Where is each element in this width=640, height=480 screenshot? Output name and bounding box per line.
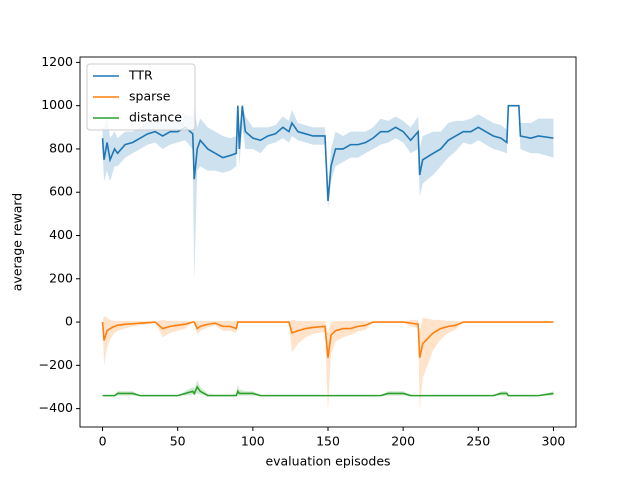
y-tick-label: 600 (49, 184, 73, 199)
x-tick-label: 150 (316, 434, 340, 449)
x-tick-label: 250 (466, 434, 490, 449)
x-tick-label: 200 (391, 434, 415, 449)
x-tick-label: 0 (99, 434, 107, 449)
legend-box (86, 63, 196, 131)
y-axis-label: average reward (10, 193, 25, 291)
y-tick-label: 0 (65, 314, 73, 329)
line (101, 104, 554, 201)
x-axis-label: evaluation episodes (265, 454, 390, 469)
x-tick-label: 50 (170, 434, 186, 449)
band (102, 315, 554, 411)
y-tick-label: −200 (39, 357, 73, 372)
axes-frame (79, 56, 577, 428)
y-tick-label: 200 (49, 270, 73, 285)
x-tick-label: 300 (542, 434, 566, 449)
legend-label: distance (129, 110, 182, 125)
y-tick-label: 1000 (41, 97, 73, 112)
line (101, 321, 554, 358)
legend: TTR sparse distance (86, 63, 196, 131)
y-tick-label: 400 (49, 227, 73, 242)
line (102, 385, 554, 397)
x-tick-label: 100 (241, 434, 265, 449)
y-tick-label: 1200 (41, 54, 73, 69)
y-tick-label: −400 (39, 400, 73, 415)
legend-label: sparse (129, 89, 171, 104)
y-tick-label: 800 (49, 140, 73, 155)
band (102, 380, 554, 396)
legend-label: TTR (128, 68, 153, 83)
